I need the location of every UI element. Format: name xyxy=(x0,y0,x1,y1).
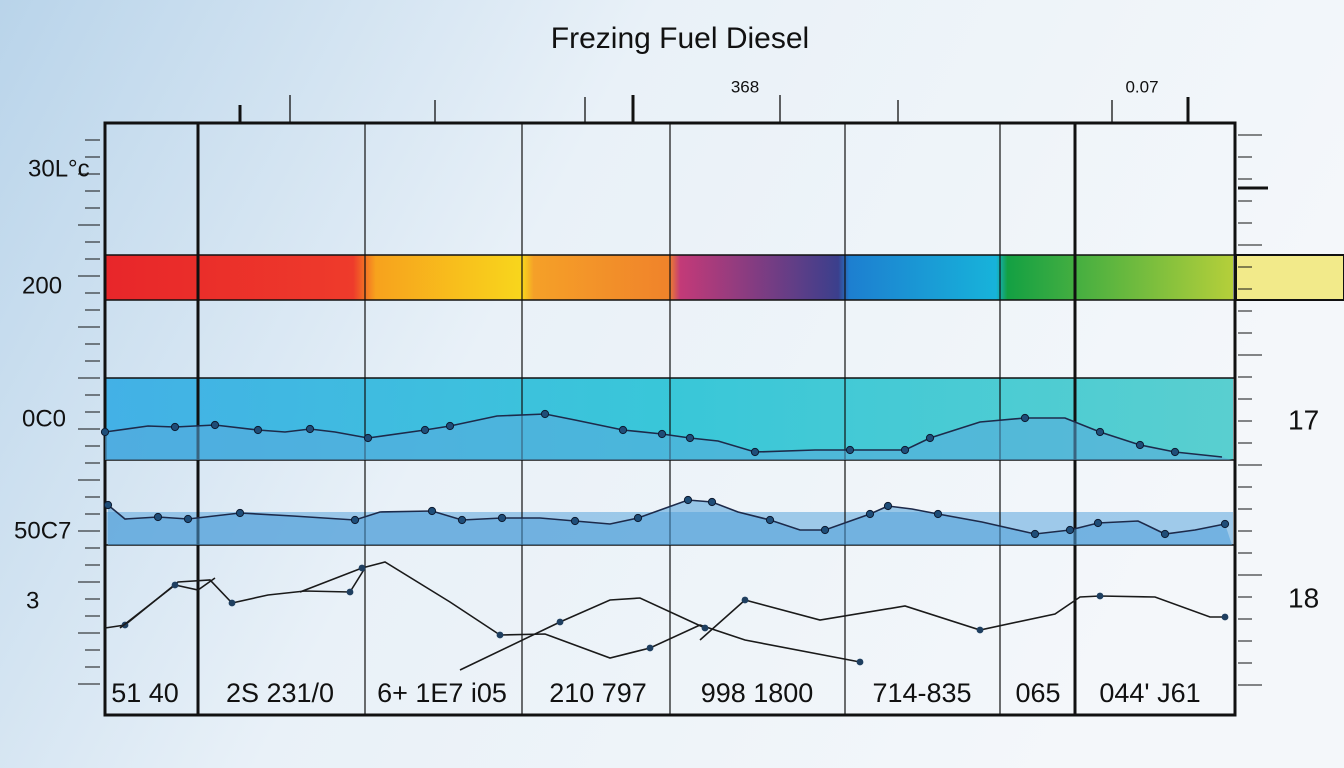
color-band xyxy=(105,255,1233,300)
dot xyxy=(540,409,550,419)
dot xyxy=(707,497,717,507)
dot xyxy=(235,508,245,518)
dot xyxy=(1030,529,1040,539)
dot xyxy=(100,427,110,437)
dot xyxy=(363,433,373,443)
dot xyxy=(1220,519,1230,529)
line xyxy=(459,597,706,671)
dot xyxy=(1065,525,1075,535)
x-tick-label: 714-835 xyxy=(872,678,971,708)
dot xyxy=(170,422,180,432)
x-tick-label: 6+ 1E7 i05 xyxy=(377,678,507,708)
line xyxy=(119,577,216,629)
dot xyxy=(900,445,910,455)
line xyxy=(699,595,1225,641)
dot xyxy=(1221,613,1229,621)
dot xyxy=(1020,413,1030,423)
dot xyxy=(358,564,366,572)
right-label: 17 xyxy=(1288,404,1319,435)
left-label: 50C7 xyxy=(14,517,71,544)
dot xyxy=(925,433,935,443)
left-label: 0C0 xyxy=(22,405,66,432)
dot xyxy=(153,512,163,522)
dot xyxy=(1170,447,1180,457)
dot xyxy=(497,513,507,523)
dot xyxy=(210,420,220,430)
dot xyxy=(741,596,749,604)
dot xyxy=(765,515,775,525)
x-tick-label: 998 1800 xyxy=(701,678,814,708)
dot xyxy=(556,618,564,626)
area xyxy=(105,414,1232,460)
x-tick-label: 51 40 xyxy=(111,678,179,708)
top-label: 368 xyxy=(731,77,759,96)
dot xyxy=(253,425,263,435)
x-tick-label: 065 xyxy=(1015,678,1060,708)
dot xyxy=(1160,529,1170,539)
dot xyxy=(683,495,693,505)
dot xyxy=(171,581,179,589)
dot xyxy=(856,658,864,666)
dot xyxy=(1095,427,1105,437)
dot xyxy=(346,588,354,596)
dot xyxy=(646,644,654,652)
line xyxy=(299,561,861,663)
dot xyxy=(865,509,875,519)
dot xyxy=(228,599,236,607)
line xyxy=(104,413,1223,458)
dot xyxy=(820,525,830,535)
dot xyxy=(427,506,437,516)
dot xyxy=(883,501,893,511)
dot xyxy=(685,433,695,443)
dot xyxy=(618,425,628,435)
dot xyxy=(457,515,467,525)
dot xyxy=(1096,592,1104,600)
dot xyxy=(305,424,315,434)
dot xyxy=(845,445,855,455)
dot xyxy=(420,425,430,435)
dot xyxy=(570,516,580,526)
dot xyxy=(750,447,760,457)
right-label: 18 xyxy=(1288,582,1319,613)
dot xyxy=(1135,440,1145,450)
x-tick-label: 044' J61 xyxy=(1099,678,1200,708)
left-label: 30L°c xyxy=(28,155,90,182)
left-label: 200 xyxy=(22,272,62,299)
dot xyxy=(633,513,643,523)
left-label: 3 xyxy=(26,587,39,614)
dot xyxy=(933,509,943,519)
x-tick-label: 210 797 xyxy=(549,678,647,708)
dot xyxy=(1093,518,1103,528)
legend-box xyxy=(1235,254,1344,301)
lines xyxy=(100,409,1232,671)
dot xyxy=(350,515,360,525)
dot xyxy=(103,500,113,510)
dot xyxy=(183,514,193,524)
dot xyxy=(657,429,667,439)
dot xyxy=(976,626,984,634)
dot xyxy=(701,624,709,632)
dot xyxy=(445,421,455,431)
chart-title: Frezing Fuel Diesel xyxy=(551,22,809,55)
x-tick-label: 2S 231/0 xyxy=(226,678,334,708)
area xyxy=(108,500,1232,545)
top-label: 0.07 xyxy=(1125,77,1158,96)
dot xyxy=(496,631,504,639)
